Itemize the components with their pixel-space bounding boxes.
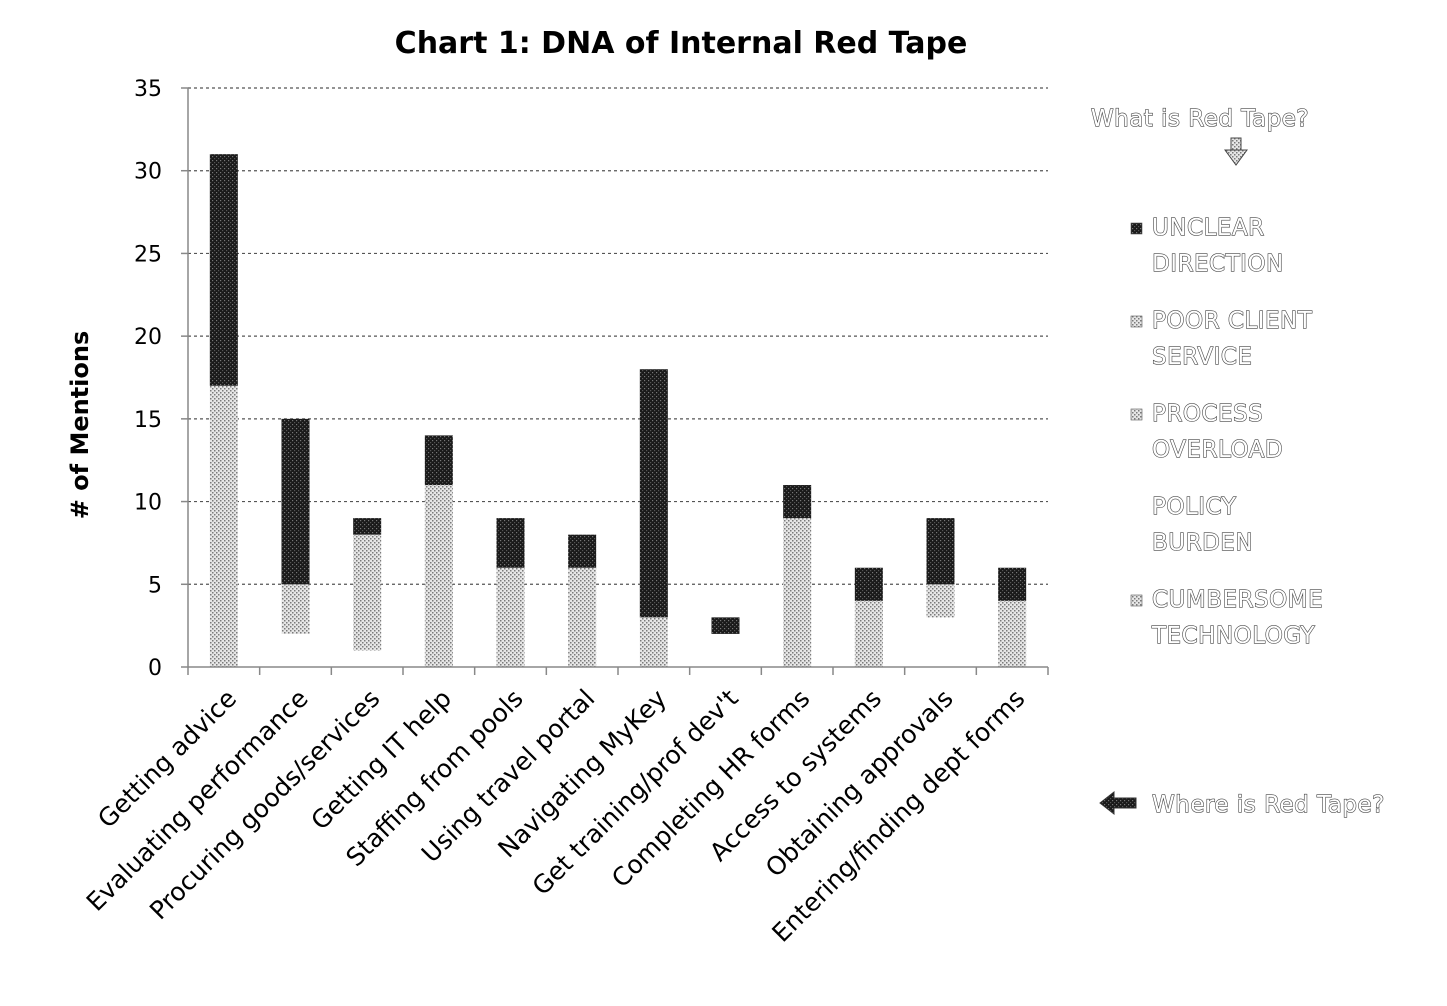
bars: [209, 154, 1027, 667]
legend-label: PROCESS: [1152, 401, 1263, 427]
legend: What is Red Tape? UNCLEAR DIRECTION POOR C…: [1090, 105, 1385, 818]
bar-segment: [998, 567, 1027, 601]
bar-segment: [353, 650, 382, 667]
y-tick-label: 10: [134, 491, 162, 516]
gridlines: [188, 87, 1048, 585]
legend-label: TECHNOLOGY: [1151, 623, 1316, 649]
legend-label: CUMBERSOME: [1152, 587, 1323, 613]
legend-swatch: [1130, 315, 1143, 328]
legend-swatch: [1130, 222, 1143, 235]
bar-segment: [353, 567, 382, 651]
bar-segment: [854, 600, 883, 667]
y-tick-label: 25: [134, 242, 162, 267]
y-tick-label: 20: [134, 325, 162, 350]
legend-item: PROCESS OVERLOAD: [1130, 400, 1283, 464]
legend-header: What is Red Tape?: [1091, 106, 1309, 132]
y-tick-label: 15: [134, 408, 162, 433]
legend-label: OVERLOAD: [1152, 437, 1283, 463]
legend-label: SERVICE: [1152, 344, 1252, 370]
bar-segment: [281, 418, 310, 585]
bar-segment: [568, 567, 597, 667]
bar-segment: [854, 567, 883, 601]
bar-segment: [783, 650, 812, 667]
bar-segment: [926, 518, 955, 585]
bar-segment: [568, 534, 597, 568]
bar-segment: [639, 617, 668, 667]
legend-label: POLICY: [1152, 494, 1237, 520]
bar-segment: [496, 518, 525, 568]
bar-segment: [281, 584, 310, 634]
bar-segment: [926, 617, 955, 667]
bar-segment: [353, 518, 382, 535]
bar-segment: [926, 584, 955, 618]
bar-segment: [281, 633, 310, 667]
bar-segment: [998, 650, 1027, 667]
bar-segment: [998, 600, 1027, 651]
bar-segment: [209, 154, 238, 386]
y-tick-label: 0: [148, 656, 162, 681]
bar-segment: [424, 485, 453, 667]
axes: [187, 88, 1049, 675]
legend-label: DIRECTION: [1152, 251, 1284, 277]
legend-label: UNCLEAR: [1152, 215, 1265, 241]
legend-item: CUMBERSOME TECHNOLOGY: [1130, 586, 1323, 650]
down-arrow-icon: [1224, 137, 1248, 166]
bar-segment: [783, 485, 812, 519]
chart-title: Chart 1: DNA of Internal Red Tape: [395, 26, 968, 61]
legend-label: BURDEN: [1152, 530, 1253, 556]
y-tick-label: 5: [148, 573, 162, 598]
left-arrow-icon: [1099, 790, 1137, 816]
y-tick-label: 30: [134, 160, 162, 185]
bar-segment: [209, 385, 238, 667]
bar-segment: [496, 650, 525, 667]
legend-item: POLICY BURDEN: [1151, 493, 1253, 556]
bar-segment: [639, 369, 668, 618]
legend-label: POOR CLIENT: [1152, 308, 1313, 334]
bar-segment: [783, 518, 812, 651]
legend-item: UNCLEAR DIRECTION: [1130, 214, 1284, 278]
y-tick-label: 35: [134, 77, 162, 102]
y-axis-ticks: 0 5 10 15 20 25 30 35: [134, 77, 188, 681]
bar-segment: [424, 435, 453, 486]
legend-footer: Where is Red Tape?: [1152, 792, 1385, 818]
bar-segment: [496, 567, 525, 651]
legend-item: POOR CLIENT SERVICE: [1130, 307, 1313, 371]
bar-segment: [353, 534, 382, 568]
legend-swatch: [1130, 408, 1143, 421]
bar-segment: [711, 617, 740, 634]
legend-swatch: [1130, 594, 1143, 607]
y-axis-label: # of Mentions: [66, 331, 94, 520]
